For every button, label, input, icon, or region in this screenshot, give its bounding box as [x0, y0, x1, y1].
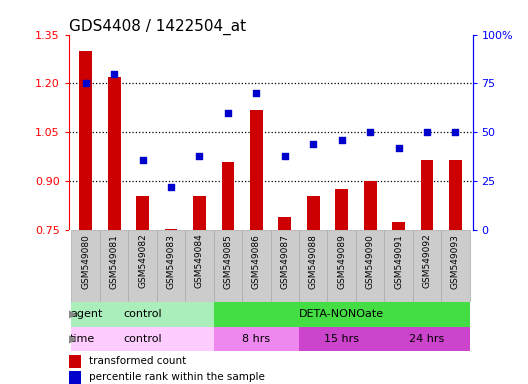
- Text: time: time: [70, 334, 96, 344]
- Bar: [193, 196, 206, 230]
- Text: GSM549088: GSM549088: [309, 234, 318, 289]
- Point: [451, 129, 460, 136]
- Bar: [79, 51, 92, 230]
- Point: [138, 157, 147, 163]
- Point: [167, 184, 175, 190]
- Text: GSM549082: GSM549082: [138, 234, 147, 288]
- Text: GSM549085: GSM549085: [223, 234, 232, 289]
- Bar: [69, 355, 81, 368]
- Bar: [384, 230, 413, 302]
- Bar: [250, 109, 263, 230]
- Point: [423, 129, 431, 136]
- Text: GSM549080: GSM549080: [81, 234, 90, 289]
- Bar: [327, 230, 356, 302]
- Text: GSM549092: GSM549092: [422, 234, 431, 288]
- Text: GSM549093: GSM549093: [451, 234, 460, 289]
- Bar: [185, 230, 214, 302]
- Bar: [364, 181, 376, 230]
- Bar: [299, 327, 384, 351]
- Bar: [157, 230, 185, 302]
- Text: 8 hrs: 8 hrs: [242, 334, 270, 344]
- Bar: [421, 160, 433, 230]
- Text: 24 hrs: 24 hrs: [409, 334, 445, 344]
- Text: GSM549086: GSM549086: [252, 234, 261, 289]
- Text: GSM549083: GSM549083: [166, 234, 175, 289]
- Point: [394, 145, 403, 151]
- Point: [252, 90, 261, 96]
- Point: [309, 141, 317, 147]
- Bar: [100, 230, 128, 302]
- Bar: [69, 371, 81, 384]
- Text: transformed count: transformed count: [89, 356, 186, 366]
- Bar: [271, 230, 299, 302]
- Bar: [136, 196, 149, 230]
- Text: 15 hrs: 15 hrs: [324, 334, 359, 344]
- Text: GDS4408 / 1422504_at: GDS4408 / 1422504_at: [69, 18, 246, 35]
- Bar: [384, 327, 470, 351]
- Bar: [242, 230, 270, 302]
- Text: control: control: [123, 334, 162, 344]
- Text: DETA-NONOate: DETA-NONOate: [299, 309, 384, 319]
- Point: [337, 137, 346, 143]
- Bar: [278, 217, 291, 230]
- Bar: [214, 230, 242, 302]
- Bar: [128, 230, 157, 302]
- Text: GSM549090: GSM549090: [366, 234, 375, 289]
- Bar: [441, 230, 470, 302]
- Text: GSM549087: GSM549087: [280, 234, 289, 289]
- Bar: [413, 230, 441, 302]
- Point: [110, 71, 118, 77]
- Text: GSM549081: GSM549081: [110, 234, 119, 289]
- Bar: [214, 327, 299, 351]
- Point: [81, 80, 90, 86]
- Bar: [71, 302, 214, 327]
- Bar: [165, 228, 177, 230]
- Text: GSM549089: GSM549089: [337, 234, 346, 289]
- Bar: [214, 302, 470, 327]
- Point: [366, 129, 374, 136]
- Bar: [335, 189, 348, 230]
- Point: [280, 153, 289, 159]
- Bar: [222, 162, 234, 230]
- Bar: [71, 230, 100, 302]
- Bar: [356, 230, 384, 302]
- Bar: [299, 230, 327, 302]
- Bar: [449, 160, 462, 230]
- Text: control: control: [123, 309, 162, 319]
- Text: GSM549091: GSM549091: [394, 234, 403, 289]
- Bar: [392, 222, 405, 230]
- Bar: [71, 327, 214, 351]
- Bar: [108, 77, 120, 230]
- Bar: [307, 196, 319, 230]
- Text: GSM549084: GSM549084: [195, 234, 204, 288]
- Point: [195, 153, 204, 159]
- Text: agent: agent: [70, 309, 102, 319]
- Text: percentile rank within the sample: percentile rank within the sample: [89, 372, 265, 382]
- Point: [224, 110, 232, 116]
